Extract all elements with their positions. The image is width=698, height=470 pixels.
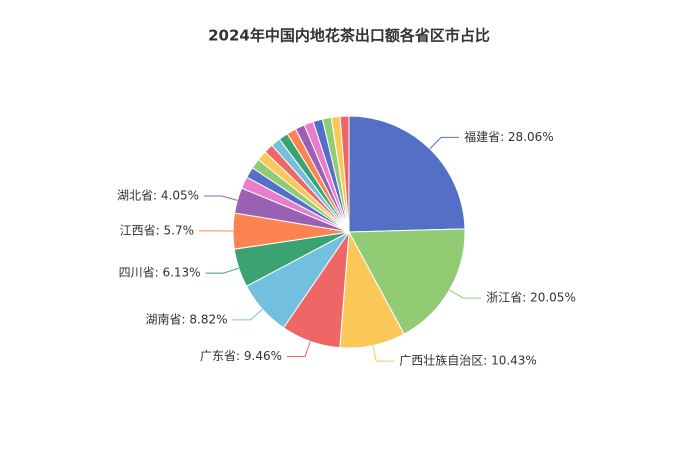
slice-label: 浙江省: 20.05% [486, 291, 576, 305]
leader-line [449, 290, 481, 298]
slice-label: 四川省: 6.13% [119, 266, 201, 280]
slice-label: 湖北省: 4.05% [117, 187, 199, 202]
leader-line [430, 137, 459, 148]
slice-label: 湖南省: 8.82% [146, 311, 228, 326]
leader-line [233, 309, 263, 320]
slice-label: 广东省: 9.46% [200, 349, 282, 363]
leader-line [373, 346, 394, 362]
slice-label: 广西壮族自治区: 10.43% [399, 354, 537, 368]
chart-title: 2024年中国内地花茶出口额各省区市占比 [208, 27, 490, 45]
slice-label: 福建省: 28.06% [464, 129, 554, 144]
leader-line [206, 268, 239, 273]
slice-label: 江西省: 5.7% [120, 223, 194, 237]
leader-line [287, 341, 310, 356]
pie-slice [349, 116, 465, 232]
leader-line [204, 196, 237, 200]
